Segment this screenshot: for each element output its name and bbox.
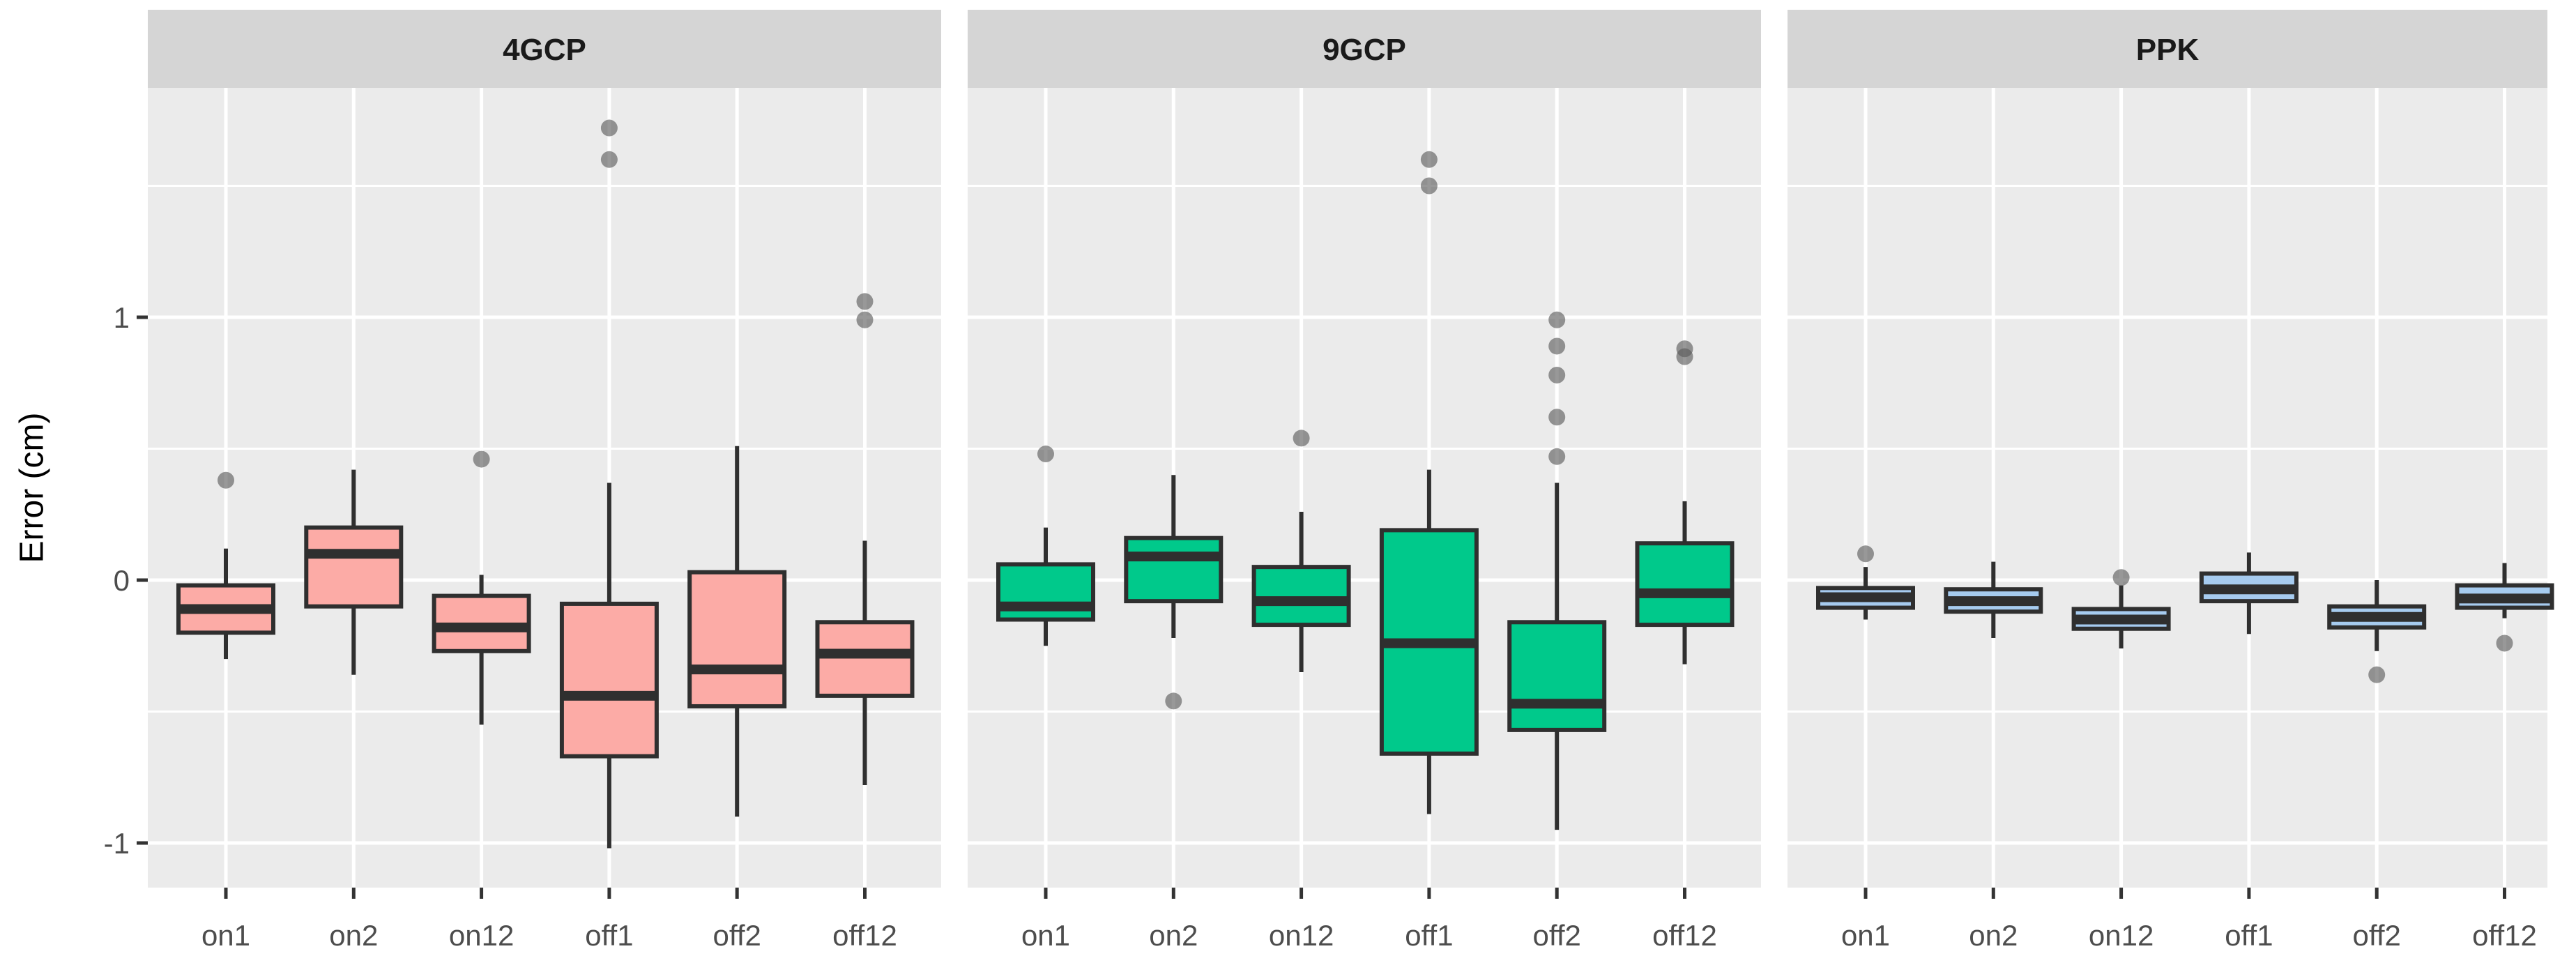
- y-tick-label: -1: [104, 827, 130, 860]
- box-4GCP-off1: [559, 119, 659, 849]
- iqr-box: [1124, 535, 1224, 604]
- outlier-dot: [1676, 348, 1693, 365]
- x-tick-label: on1: [1841, 919, 1890, 952]
- x-tick-label: off2: [713, 919, 761, 952]
- x-tick-label: on1: [201, 919, 250, 952]
- outlier-dot: [2112, 569, 2130, 586]
- box-PPK-on1: [1816, 545, 1915, 620]
- box-4GCP-off2: [687, 446, 787, 817]
- x-tick-label: off1: [2225, 919, 2273, 952]
- outlier-dot: [473, 450, 490, 468]
- x-tick-label: off12: [1652, 919, 1717, 952]
- x-tick-label: off1: [1405, 919, 1453, 952]
- outlier-dot: [856, 293, 874, 310]
- box-4GCP-on12: [432, 450, 531, 725]
- facet-strip: [1788, 10, 2547, 88]
- x-tick-label: off12: [832, 919, 897, 952]
- box-PPK-off2: [2327, 580, 2427, 683]
- facet-4GCP: 4GCP on1 on2 on12 off1 off2 off12: [148, 10, 941, 952]
- outlier-dot: [1420, 151, 1438, 168]
- iqr-box: [1635, 541, 1735, 628]
- x-tick-label: on12: [1269, 919, 1334, 952]
- box-9GCP-on2: [1124, 475, 1224, 710]
- outlier-dot: [1548, 409, 1566, 426]
- iqr-box: [304, 525, 404, 609]
- outlier-dot: [1548, 337, 1566, 355]
- box-9GCP-on12: [1251, 430, 1351, 672]
- outlier-dot: [600, 119, 618, 137]
- x-tick-label: off12: [2472, 919, 2537, 952]
- outlier-dot: [2496, 635, 2513, 652]
- iqr-box: [559, 601, 659, 759]
- x-tick-label: on2: [329, 919, 378, 952]
- x-tick-label: on12: [2089, 919, 2154, 952]
- outlier-dot: [1037, 446, 1054, 463]
- outlier-dot: [1857, 545, 1874, 563]
- facet-strip-label: PPK: [2136, 33, 2200, 67]
- box-9GCP-off1: [1379, 151, 1479, 814]
- x-tick-label: on1: [1021, 919, 1070, 952]
- facet-strip-label: 9GCP: [1323, 33, 1406, 67]
- box-9GCP-off2: [1507, 311, 1607, 830]
- x-tick-label: off2: [1533, 919, 1581, 952]
- outlier-dot: [218, 471, 234, 489]
- iqr-box: [687, 570, 787, 708]
- x-tick-label: off2: [2353, 919, 2401, 952]
- y-tick-label: 1: [114, 301, 130, 334]
- x-tick-label: on12: [449, 919, 514, 952]
- box-PPK-off1: [2199, 552, 2299, 635]
- facet-strip: [148, 10, 941, 88]
- box-PPK-off12: [2455, 563, 2554, 652]
- box-PPK-on12: [2071, 569, 2171, 649]
- outlier-dot: [1165, 692, 1182, 710]
- facet-strip-label: 4GCP: [503, 33, 586, 67]
- box-PPK-on2: [1944, 561, 2043, 638]
- outlier-dot: [2368, 666, 2386, 683]
- outlier-dot: [856, 311, 874, 328]
- outlier-dot: [600, 151, 618, 168]
- x-tick-label: off1: [585, 919, 633, 952]
- box-9GCP-off12: [1635, 340, 1735, 664]
- outlier-dot: [1548, 366, 1566, 383]
- facet-strip: [968, 10, 1761, 88]
- facet-PPK: PPK on1 on2 on12 off1 off2 off12: [1788, 10, 2554, 952]
- iqr-box: [1507, 620, 1607, 732]
- y-axis: 1 0 -1: [104, 301, 148, 860]
- panel-background: [148, 88, 941, 888]
- box-4GCP-off12: [815, 293, 915, 786]
- outlier-dot: [1548, 311, 1566, 328]
- outlier-dot: [1420, 177, 1438, 195]
- x-tick-label: on2: [1969, 919, 2018, 952]
- y-tick-label: 0: [114, 564, 130, 597]
- box-4GCP-on2: [304, 469, 404, 675]
- outlier-dot: [1548, 448, 1566, 465]
- panel-background: [1788, 88, 2547, 888]
- x-tick-label: on2: [1149, 919, 1198, 952]
- panel-background: [968, 88, 1761, 888]
- iqr-box: [815, 620, 915, 698]
- outlier-dot: [1293, 430, 1310, 447]
- facet-9GCP: 9GCP on1 on2 on12 off1 off2 off12: [968, 10, 1761, 952]
- box-9GCP-on1: [996, 446, 1095, 646]
- iqr-box: [1251, 565, 1351, 628]
- box-4GCP-on1: [176, 471, 275, 660]
